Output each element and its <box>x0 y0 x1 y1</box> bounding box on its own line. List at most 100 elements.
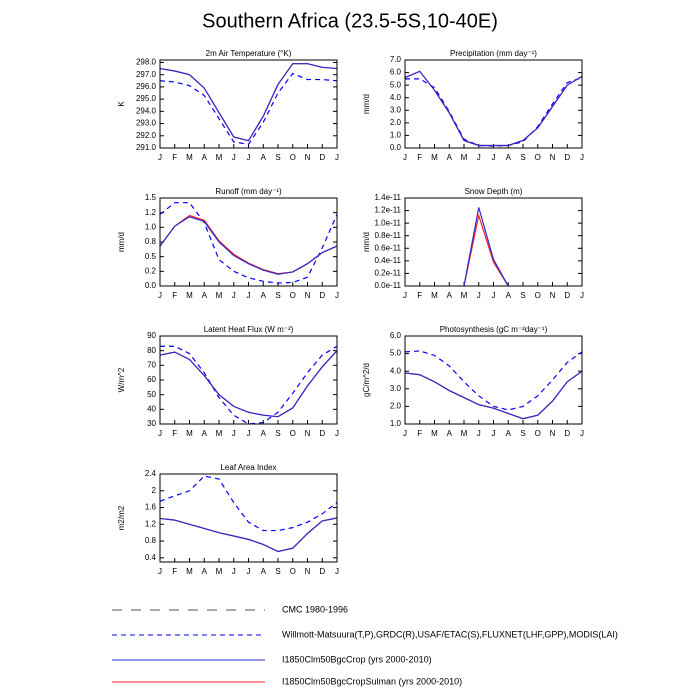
x-tick-label: J <box>477 291 481 300</box>
x-tick-label: A <box>506 429 512 438</box>
y-tick-label: 90 <box>147 331 156 340</box>
panel: Snow Depth (m) mm/d 0.0e-11 0.2e-11 0.4e-11 0… <box>362 187 584 300</box>
y-tick-label: 1.0 <box>145 222 157 231</box>
y-tick-label: 0.8e-11 <box>374 231 401 240</box>
y-tick-label: 0.5 <box>145 252 157 261</box>
x-tick-label: J <box>492 291 496 300</box>
x-tick-label: A <box>447 291 453 300</box>
x-tick-label: O <box>535 291 541 300</box>
y-tick-label: 0.4 <box>145 553 157 562</box>
y-tick-label: 0.8 <box>145 237 157 246</box>
x-tick-label: S <box>275 291 280 300</box>
y-tick-label: 2.0 <box>390 118 402 127</box>
y-axis-label: mm/d <box>117 232 126 252</box>
series-line <box>159 72 338 145</box>
panel: Latent Heat Flux (W m⁻²) W/m^2 30 40 50 60 70 8… <box>117 325 339 438</box>
x-tick-label: J <box>492 153 496 162</box>
series-line <box>404 370 583 420</box>
x-tick-label: N <box>305 429 311 438</box>
x-tick-label: J <box>477 153 481 162</box>
plot-frame <box>159 335 338 425</box>
y-tick-label: 40 <box>147 404 156 413</box>
plot-frame <box>159 197 338 287</box>
y-tick-label: 0.2e-11 <box>374 269 401 278</box>
series-line <box>405 77 583 147</box>
panel-title: Precipitation (mm day⁻¹) <box>450 49 537 58</box>
panel-title: Photosynthesis (gC m⁻²day⁻¹) <box>440 325 548 334</box>
y-tick-label: 4.0 <box>390 93 402 102</box>
x-tick-label: D <box>319 291 325 300</box>
x-tick-label: J <box>158 429 162 438</box>
x-tick-label: A <box>447 153 453 162</box>
series-line <box>159 216 338 275</box>
y-tick-label: 0.8 <box>145 536 157 545</box>
x-tick-label: J <box>247 429 251 438</box>
x-tick-label: F <box>172 429 177 438</box>
y-tick-label: 2.4 <box>145 469 157 478</box>
x-tick-label: D <box>319 567 325 576</box>
x-tick-label: M <box>216 291 223 300</box>
y-tick-label: 5.0 <box>390 349 402 358</box>
y-tick-label: 0.0 <box>145 281 157 290</box>
series-line <box>159 475 338 532</box>
y-tick-label: 6.0 <box>390 331 402 340</box>
series-line <box>463 213 509 287</box>
x-tick-label: M <box>431 291 438 300</box>
y-tick-label: 1.0 <box>390 419 402 428</box>
y-tick-label: 1.2 <box>145 519 157 528</box>
y-tick-label: 30 <box>147 419 156 428</box>
panel: Photosynthesis (gC m⁻²day⁻¹) gC/m^2/d 1.0 2… <box>362 325 584 438</box>
series-line <box>159 202 338 284</box>
x-tick-label: J <box>247 567 251 576</box>
y-tick-label: 7.0 <box>390 55 402 64</box>
y-tick-label: 1.6 <box>145 503 157 512</box>
x-tick-label: N <box>305 153 311 162</box>
y-tick-label: 0.0e-11 <box>374 281 401 290</box>
x-tick-label: M <box>186 153 193 162</box>
x-tick-label: J <box>335 567 339 576</box>
y-tick-label: 1.2 <box>145 208 157 217</box>
x-tick-label: M <box>461 153 468 162</box>
x-tick-label: A <box>202 291 208 300</box>
y-tick-label: 1.5 <box>145 193 157 202</box>
y-tick-label: 1.0 <box>390 131 402 140</box>
y-tick-label: 296.0 <box>136 82 157 91</box>
x-tick-label: M <box>216 153 223 162</box>
y-axis-label: mm/d <box>362 94 371 114</box>
legend-label: CMC 1980-1996 <box>282 604 348 614</box>
y-axis-label: W/m^2 <box>117 367 126 392</box>
x-tick-label: F <box>172 153 177 162</box>
x-tick-label: J <box>580 291 584 300</box>
x-tick-label: M <box>186 567 193 576</box>
panel-title: Runoff (mm day⁻¹) <box>215 187 282 196</box>
x-tick-label: S <box>275 429 280 438</box>
x-tick-label: N <box>550 429 556 438</box>
legend-label: Willmott-Matsuura(T,P),GRDC(R),USAF/ETAC… <box>282 629 618 639</box>
x-tick-label: M <box>431 429 438 438</box>
y-tick-label: 0.4e-11 <box>374 256 401 265</box>
x-tick-label: N <box>305 567 311 576</box>
x-tick-label: A <box>506 291 512 300</box>
x-tick-label: J <box>232 153 236 162</box>
x-tick-label: M <box>431 153 438 162</box>
x-tick-label: J <box>580 153 584 162</box>
x-tick-label: J <box>158 567 162 576</box>
x-tick-label: A <box>261 153 267 162</box>
x-tick-label: F <box>172 567 177 576</box>
series-line <box>160 345 338 425</box>
plot-frame <box>404 197 583 287</box>
x-tick-label: J <box>477 429 481 438</box>
x-tick-label: M <box>216 429 223 438</box>
x-tick-label: M <box>186 429 193 438</box>
plot-frame <box>404 59 583 149</box>
y-tick-label: 293.0 <box>136 119 157 128</box>
y-tick-label: 80 <box>147 346 156 355</box>
x-tick-label: A <box>261 429 267 438</box>
x-tick-label: A <box>261 567 267 576</box>
x-tick-label: A <box>202 429 208 438</box>
x-tick-label: J <box>158 153 162 162</box>
plot-frame <box>159 473 338 563</box>
plot-frame <box>159 59 338 149</box>
